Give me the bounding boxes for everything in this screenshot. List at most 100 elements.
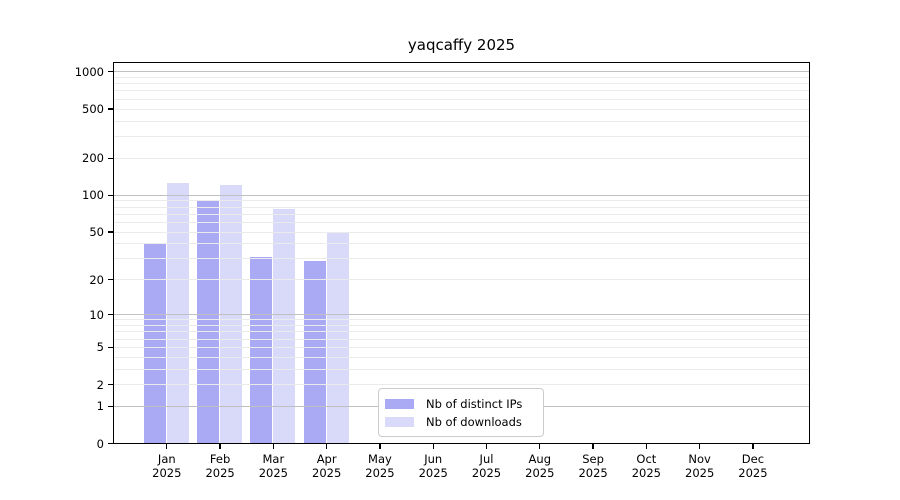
x-tick-mark <box>432 444 434 449</box>
x-tick-label: May 2025 <box>350 452 410 480</box>
x-tick-mark <box>485 444 488 449</box>
y-tick-mark <box>108 157 113 159</box>
chart-title: yaqcaffy 2025 <box>407 36 516 54</box>
y-tick-label: 1 <box>96 399 104 414</box>
legend-label-downloads: Nb of downloads <box>426 415 522 429</box>
minor-gridline <box>114 324 809 326</box>
major-gridline <box>114 194 809 196</box>
minor-gridline <box>114 231 809 233</box>
x-tick-label: Apr 2025 <box>297 452 357 480</box>
minor-gridline <box>114 258 809 260</box>
x-tick-mark <box>699 444 701 449</box>
minor-gridline <box>114 76 809 78</box>
minor-gridline <box>114 384 809 386</box>
x-tick-label: Jan 2025 <box>137 452 197 480</box>
y-tick-mark <box>108 314 113 316</box>
y-tick-label: 200 <box>82 151 104 166</box>
legend-swatch-downloads <box>385 416 414 428</box>
x-tick-year: 2025 <box>205 466 235 480</box>
legend-label-distinct-ips: Nb of distinct IPs <box>426 397 523 411</box>
y-tick-mark <box>108 108 113 110</box>
x-tick-year: 2025 <box>631 466 661 480</box>
x-tick-year: 2025 <box>471 466 502 480</box>
bar-feb-distinct-ips <box>197 201 220 444</box>
x-tick-year: 2025 <box>685 466 715 480</box>
y-tick-label: 100 <box>82 188 104 203</box>
x-tick-mark <box>752 444 754 449</box>
bar-mar-downloads <box>273 209 296 444</box>
x-tick-month: Dec <box>741 452 765 466</box>
minor-gridline <box>114 331 809 333</box>
y-tick-label: 500 <box>82 102 104 117</box>
minor-gridline <box>114 279 809 281</box>
y-tick-mark <box>108 71 113 73</box>
x-tick-month: Jun <box>424 452 443 466</box>
x-tick-label: Aug 2025 <box>510 452 570 480</box>
x-tick-month: Oct <box>636 452 657 466</box>
x-tick-year: 2025 <box>312 466 342 480</box>
x-tick-month: Mar <box>262 452 285 466</box>
x-tick-mark <box>592 444 594 449</box>
minor-gridline <box>114 356 809 358</box>
y-tick-mark <box>108 443 113 445</box>
minor-gridline <box>114 98 809 100</box>
x-tick-label: Jun 2025 <box>403 452 463 480</box>
minor-gridline <box>114 157 809 159</box>
major-gridline <box>114 314 809 316</box>
minor-gridline <box>114 338 809 340</box>
y-tick-label: 20 <box>89 272 104 287</box>
x-tick-year: 2025 <box>738 466 768 480</box>
y-tick-mark <box>108 231 113 233</box>
x-tick-label: Sep 2025 <box>563 452 623 480</box>
x-tick-label: Dec 2025 <box>723 452 783 480</box>
y-tick-mark <box>108 279 113 281</box>
x-tick-year: 2025 <box>152 466 182 480</box>
minor-gridline <box>114 213 809 215</box>
y-tick-label: 10 <box>89 307 104 322</box>
y-tick-mark <box>108 194 113 196</box>
x-tick-month: May <box>368 452 392 466</box>
minor-gridline <box>114 135 809 137</box>
x-tick-mark <box>219 444 221 449</box>
bar-apr-distinct-ips <box>303 260 326 444</box>
x-tick-label: Oct 2025 <box>616 452 676 480</box>
x-tick-mark <box>166 444 168 449</box>
x-tick-month: Jan <box>157 452 176 466</box>
x-tick-year: 2025 <box>525 466 555 480</box>
x-tick-label: Nov 2025 <box>670 452 730 480</box>
x-tick-month: Jul <box>479 452 494 466</box>
bar-jan-distinct-ips <box>143 243 166 444</box>
x-tick-mark <box>326 444 328 449</box>
x-tick-mark <box>272 444 274 449</box>
x-tick-mark <box>379 444 381 449</box>
minor-gridline <box>114 108 809 110</box>
x-tick-year: 2025 <box>418 466 448 480</box>
x-tick-month: Sep <box>582 452 604 466</box>
legend-item-distinct-ips: Nb of distinct IPs <box>385 395 543 413</box>
x-tick-year: 2025 <box>258 466 288 480</box>
legend-swatch-distinct-ips <box>385 398 414 410</box>
minor-gridline <box>114 221 809 223</box>
x-tick-label: Mar 2025 <box>243 452 303 480</box>
bar-apr-downloads <box>326 232 349 444</box>
x-tick-mark <box>539 444 541 449</box>
x-tick-month: Apr <box>316 452 337 466</box>
minor-gridline <box>114 83 809 85</box>
x-tick-month: Feb <box>209 452 231 466</box>
y-tick-label: 5 <box>96 340 104 355</box>
bar-jan-downloads <box>166 182 189 444</box>
x-tick-mark <box>645 444 647 449</box>
minor-gridline <box>114 319 809 321</box>
x-tick-month: Aug <box>528 452 552 466</box>
legend: Nb of distinct IPs Nb of downloads <box>378 388 544 437</box>
legend-item-downloads: Nb of downloads <box>385 413 543 431</box>
y-tick-mark <box>108 405 113 408</box>
minor-gridline <box>114 200 809 202</box>
bar-mar-distinct-ips <box>250 257 273 444</box>
major-gridline <box>114 71 809 73</box>
minor-gridline <box>114 346 809 348</box>
y-tick-label: 1000 <box>74 64 104 79</box>
y-tick-label: 50 <box>89 225 104 240</box>
minor-gridline <box>114 120 809 122</box>
